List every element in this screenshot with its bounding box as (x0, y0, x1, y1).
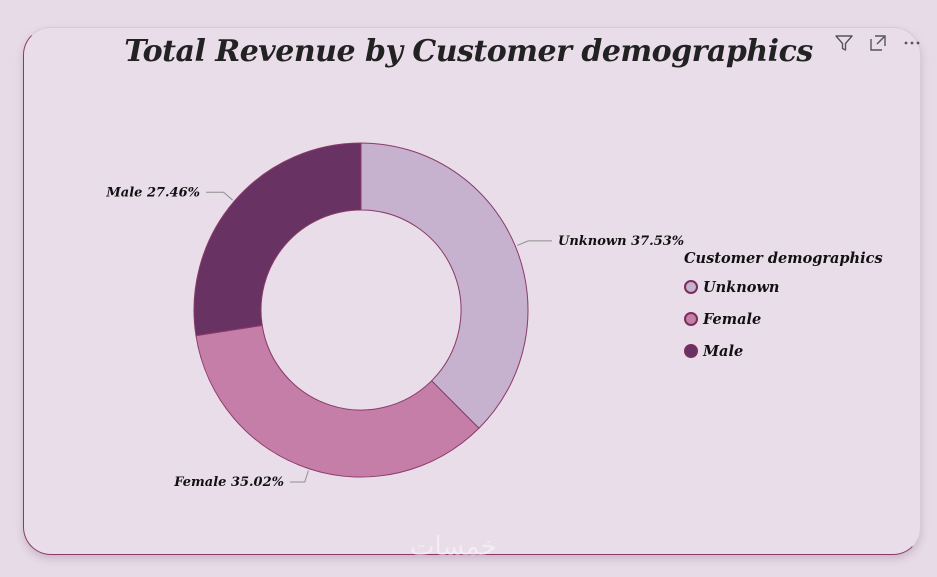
legend-item-male[interactable]: Male (684, 335, 883, 367)
legend-label-male: Male (703, 342, 744, 360)
data-label-unknown: Unknown 37.53% (558, 234, 684, 249)
legend-marker-male (684, 344, 698, 358)
slice-female[interactable] (195, 324, 480, 478)
slice-unknown[interactable] (360, 142, 529, 429)
chart-title: Total Revenue by Customer demographics (124, 34, 813, 69)
data-label-female: Female 35.02% (173, 475, 284, 490)
slice-male[interactable] (193, 142, 362, 337)
leader-line-unknown (516, 240, 552, 246)
data-label-male: Male 27.46% (105, 185, 200, 200)
legend-marker-female (684, 312, 698, 326)
watermark: خمسات (410, 532, 497, 562)
legend-marker-unknown (684, 280, 698, 294)
focus-mode-icon[interactable] (867, 32, 889, 54)
more-options-icon[interactable] (901, 32, 923, 54)
visual-toolbar (833, 32, 923, 54)
legend-item-female[interactable]: Female (684, 303, 883, 335)
legend-label-unknown: Unknown (703, 278, 780, 296)
legend: Customer demographics Unknown Female Mal… (684, 250, 883, 367)
legend-label-female: Female (703, 310, 762, 328)
legend-item-unknown[interactable]: Unknown (684, 271, 883, 303)
leader-line-male (206, 191, 233, 201)
legend-title: Customer demographics (684, 250, 883, 267)
filter-icon[interactable] (833, 32, 855, 54)
leader-line-female (290, 470, 309, 483)
